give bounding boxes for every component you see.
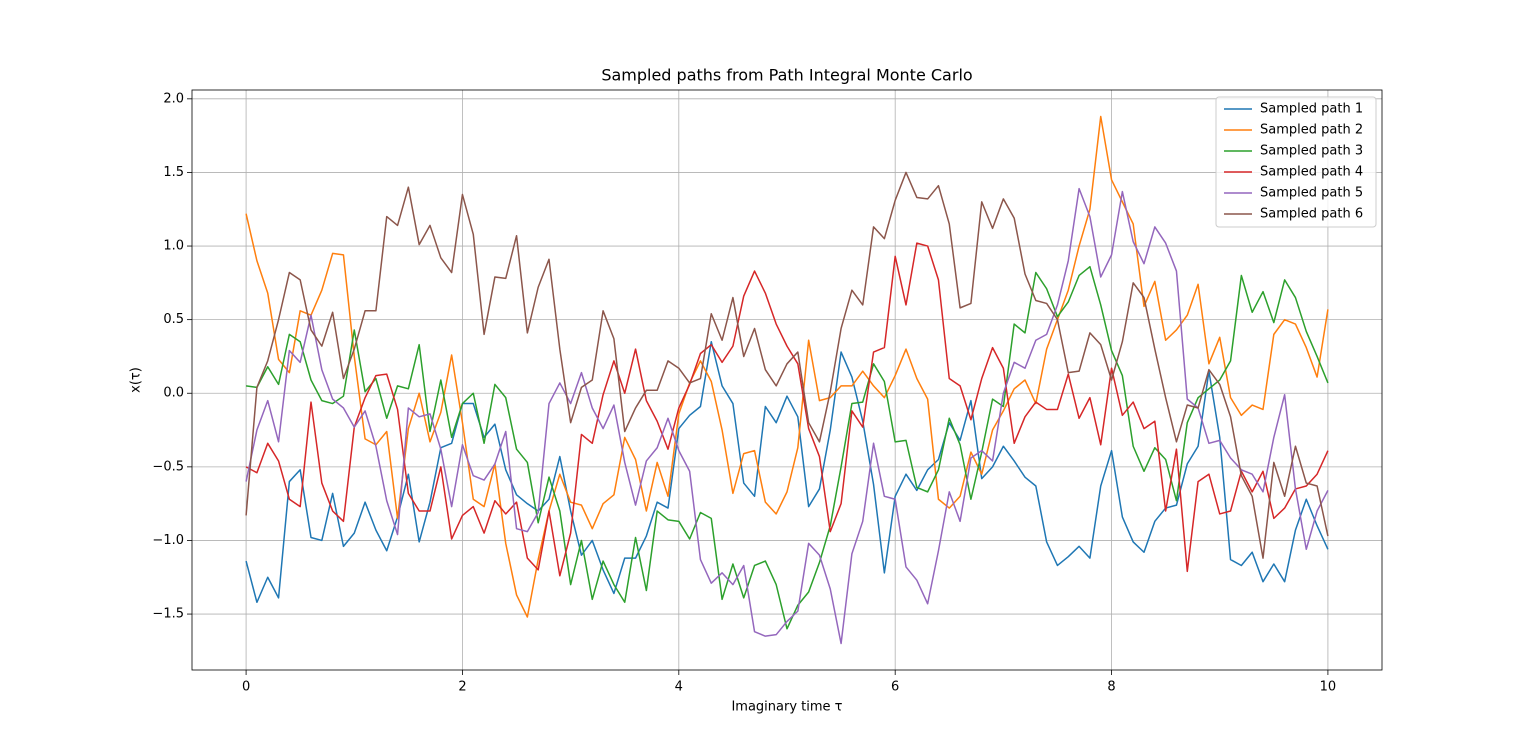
x-tick-label: 2 <box>458 680 466 695</box>
x-axis-label: Imaginary time τ <box>731 700 842 715</box>
legend-label: Sampled path 6 <box>1260 207 1363 222</box>
x-tick-label: 0 <box>242 680 250 695</box>
y-tick-label: 1.5 <box>163 165 184 180</box>
data-line <box>245 242 1329 577</box>
x-tick-label: 6 <box>891 680 899 695</box>
y-tick-label: 1.0 <box>163 239 184 254</box>
legend-box <box>1215 96 1377 228</box>
y-tick-label: −1.5 <box>152 607 184 622</box>
data-line <box>245 265 1329 630</box>
data-line <box>245 340 1329 604</box>
data-line <box>245 171 1329 559</box>
legend-label: Sampled path 5 <box>1260 186 1363 201</box>
y-tick-label: 2.0 <box>163 91 184 106</box>
y-tick-label: 0.0 <box>163 386 184 401</box>
legend: Sampled path 1 Sampled path 2 Sampled path… <box>1215 96 1377 228</box>
x-tick-label: 10 <box>1320 680 1337 695</box>
plot-frame <box>191 89 1383 671</box>
data-line <box>245 115 1329 618</box>
y-tick-label: −0.5 <box>152 459 184 474</box>
legend-label: Sampled path 1 <box>1260 102 1363 117</box>
x-tick-label: 8 <box>1107 680 1115 695</box>
legend-label: Sampled path 4 <box>1260 165 1363 180</box>
y-axis-label: x(τ) <box>129 367 144 393</box>
legend-label: Sampled path 2 <box>1260 123 1363 138</box>
x-tick-label: 4 <box>675 680 683 695</box>
y-tick-label: 0.5 <box>163 312 184 327</box>
chart-title: Sampled paths from Path Integral Monte C… <box>601 66 972 85</box>
data-line <box>245 187 1329 645</box>
legend-label: Sampled path 3 <box>1260 144 1363 159</box>
y-tick-label: −1.0 <box>152 533 184 548</box>
